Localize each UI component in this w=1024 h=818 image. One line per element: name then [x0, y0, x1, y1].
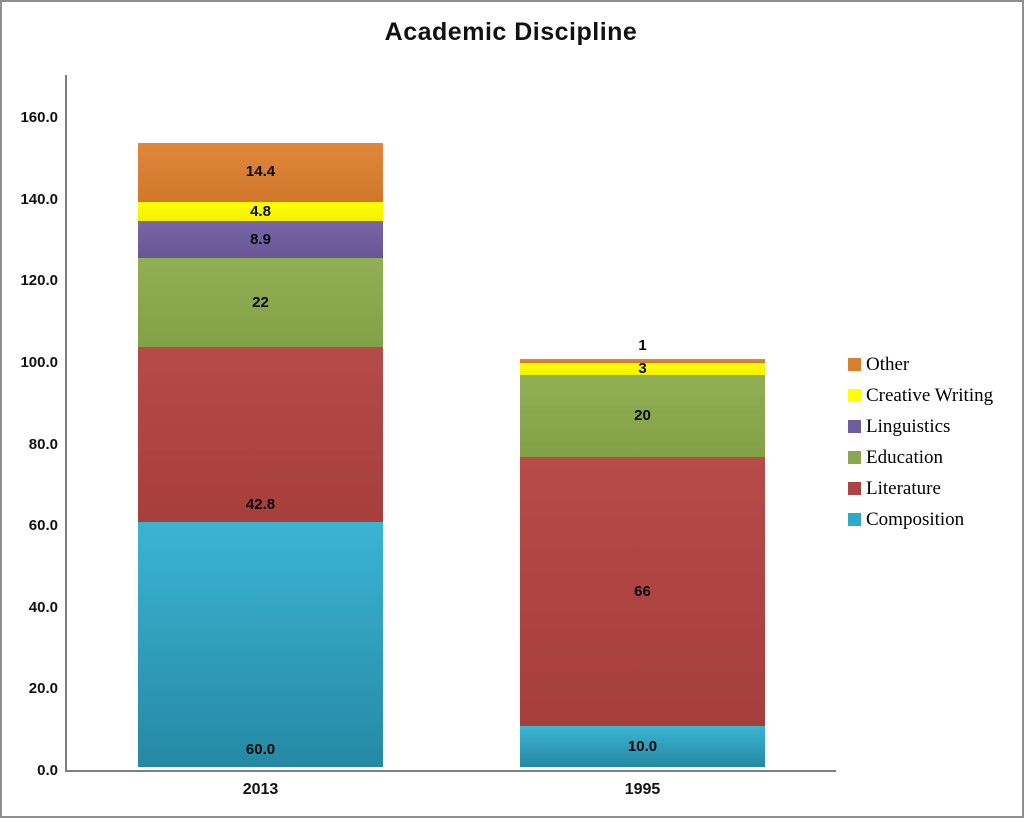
legend-label: Creative Writing	[866, 384, 994, 406]
bar-segment-composition: 10.0	[520, 726, 765, 767]
bar-segment-other: 14.4	[138, 142, 383, 202]
y-tick-label: 100.0	[20, 353, 58, 371]
y-tick-label: 60.0	[28, 517, 58, 535]
bar-value-label: 10.0	[627, 737, 658, 755]
legend-item-literature: Literature	[848, 473, 993, 504]
bar-segment-creative-writing: 3	[520, 360, 765, 378]
bar-value-label: 42.8	[245, 496, 276, 514]
bar-value-label: 20	[634, 407, 651, 425]
y-axis-line	[65, 75, 67, 771]
legend: Other Creative Writing Linguistics Educatio…	[848, 349, 993, 535]
bar-segment-literature: 42.8	[138, 347, 383, 523]
legend-swatch-icon	[848, 451, 861, 464]
legend-swatch-icon	[848, 389, 861, 402]
bar-value-label: 60.0	[245, 741, 276, 758]
legend-label: Literature	[866, 477, 941, 499]
y-tick-label: 80.0	[28, 435, 58, 453]
legend-label: Education	[866, 446, 944, 468]
bar-segment-composition: 60.0	[138, 522, 383, 767]
y-tick-label: 140.0	[20, 190, 58, 208]
stacked-bar-2013: 60.0 42.8 22 8.9 4.8 14.4	[138, 67, 383, 767]
legend-swatch-icon	[848, 513, 861, 526]
bar-segment-linguistics: 8.9	[138, 221, 383, 258]
y-tick-label: 20.0	[28, 680, 58, 698]
legend-swatch-icon	[848, 358, 861, 371]
legend-item-education: Education	[848, 442, 993, 473]
bar-value-label: 66	[634, 582, 651, 600]
legend-swatch-icon	[848, 482, 861, 495]
y-tick-label: 160.0	[20, 109, 58, 126]
bar-value-label: 22	[252, 293, 269, 311]
bar-segment-other: 1	[520, 337, 765, 363]
bar-value-label: 8.9	[250, 230, 271, 248]
y-tick-label: 40.0	[28, 598, 58, 616]
legend-swatch-icon	[848, 420, 861, 433]
x-axis-label-2013: 2013	[242, 781, 279, 798]
y-tick-label: 120.0	[20, 272, 58, 290]
bar-segment-education: 22	[138, 257, 383, 348]
bar-value-label: 14.4	[245, 163, 276, 181]
bar-segment-creative-writing: 4.8	[138, 201, 383, 222]
x-axis-line	[65, 770, 836, 772]
bar-value-label: 4.8	[250, 202, 271, 220]
chart-title: Academic Discipline	[384, 18, 638, 46]
bar-value-label: 1	[638, 336, 647, 354]
legend-item-composition: Composition	[848, 504, 993, 535]
x-axis-label-1995: 1995	[624, 781, 661, 798]
stacked-bar-1995: 10.0 66 20 3 1	[520, 67, 765, 767]
y-tick-label: 0.0	[37, 762, 58, 779]
legend-label: Linguistics	[866, 415, 951, 437]
bar-value-label: 3	[638, 360, 647, 378]
bar-segment-education: 20	[520, 375, 765, 457]
legend-label: Other	[866, 353, 910, 375]
legend-item-linguistics: Linguistics	[848, 411, 993, 442]
legend-label: Composition	[866, 508, 965, 530]
legend-item-other: Other	[848, 349, 993, 380]
legend-item-creative-writing: Creative Writing	[848, 380, 993, 411]
bar-segment-literature: 66	[520, 456, 765, 727]
